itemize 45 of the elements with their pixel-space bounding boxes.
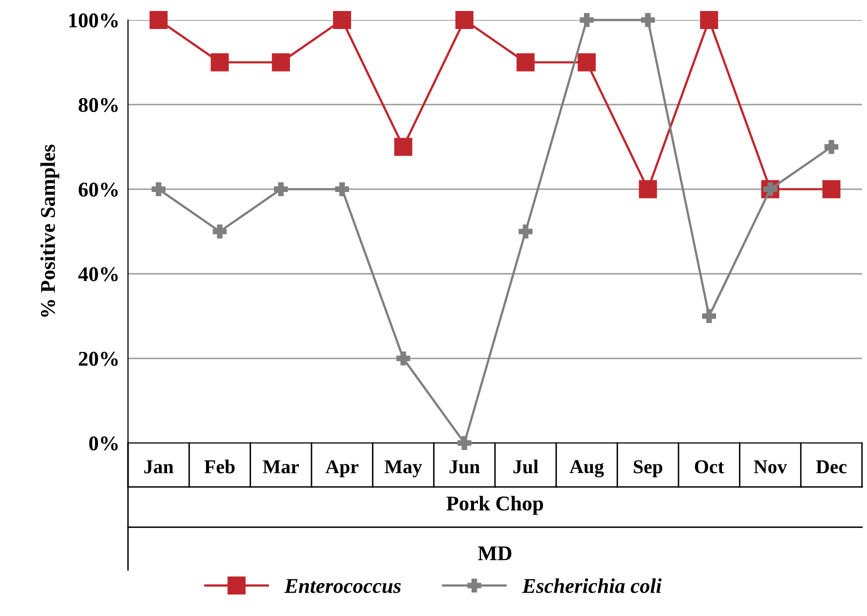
x-tick-label: Nov: [754, 460, 787, 474]
point: [638, 180, 657, 198]
point: [152, 182, 166, 196]
y-tick-label: 80%: [78, 98, 118, 112]
x-tick-label: Jun: [450, 460, 480, 474]
point: [210, 53, 229, 72]
point: [700, 10, 718, 30]
x-tick-label: Apr: [326, 460, 358, 478]
x-tick-label: Feb: [204, 460, 235, 474]
x-tick-label: Sep: [634, 460, 662, 478]
point: [335, 182, 350, 196]
point: [824, 140, 838, 154]
point: [457, 436, 472, 450]
y-tick-label: 20%: [78, 352, 118, 366]
x-axis-title: Pork Chop: [446, 496, 544, 515]
y-tick-label: 0%: [89, 436, 118, 450]
x-tick-label: Jan: [144, 460, 174, 474]
x-tick-label: Aug: [570, 460, 604, 478]
point: [272, 53, 290, 72]
x-tick-label: Dec: [816, 460, 847, 474]
point: [580, 13, 594, 27]
y-tick-label: 60%: [78, 182, 118, 197]
point: [333, 10, 352, 30]
point: [212, 224, 227, 238]
x-tick-label: May: [384, 460, 422, 478]
point: [150, 10, 168, 30]
point: [518, 224, 533, 238]
point: [578, 53, 596, 72]
x-tick-label: Oct: [694, 460, 724, 474]
y-axis-title: % Positive Samples: [40, 144, 60, 317]
x-tick-label: Jul: [513, 460, 538, 474]
point: [394, 138, 412, 156]
x-tick-label: Mar: [262, 460, 299, 474]
legend-label: Escherichia coli: [522, 578, 662, 594]
y-tick-label: 40%: [78, 267, 118, 282]
point: [396, 351, 410, 366]
y-tick-label: 100%: [69, 13, 118, 28]
point: [516, 53, 535, 72]
text: MD: [478, 546, 512, 560]
point: [822, 180, 840, 198]
point: [702, 309, 716, 324]
point: [274, 182, 288, 196]
point: [455, 10, 474, 30]
legend-label: Enterococcus: [284, 579, 401, 594]
point: [640, 13, 655, 27]
